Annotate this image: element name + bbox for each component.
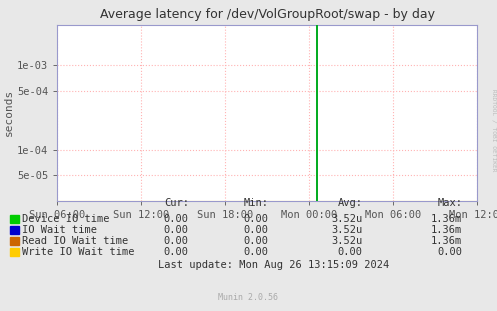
- Text: IO Wait time: IO Wait time: [22, 225, 97, 235]
- Text: 1.36m: 1.36m: [431, 225, 462, 235]
- Text: Munin 2.0.56: Munin 2.0.56: [219, 293, 278, 301]
- Text: Last update: Mon Aug 26 13:15:09 2024: Last update: Mon Aug 26 13:15:09 2024: [158, 260, 389, 270]
- Text: Avg:: Avg:: [338, 198, 363, 208]
- Text: Device IO time: Device IO time: [22, 214, 110, 224]
- Text: Read IO Wait time: Read IO Wait time: [22, 236, 129, 246]
- Text: 3.52u: 3.52u: [331, 214, 363, 224]
- Text: 0.00: 0.00: [437, 247, 462, 257]
- Text: 1.36m: 1.36m: [431, 236, 462, 246]
- Text: Min:: Min:: [244, 198, 268, 208]
- Text: 3.52u: 3.52u: [331, 236, 363, 246]
- Title: Average latency for /dev/VolGroupRoot/swap - by day: Average latency for /dev/VolGroupRoot/sw…: [99, 8, 435, 21]
- Text: 0.00: 0.00: [164, 236, 189, 246]
- Text: 3.52u: 3.52u: [331, 225, 363, 235]
- Text: 0.00: 0.00: [244, 225, 268, 235]
- Text: 0.00: 0.00: [244, 236, 268, 246]
- Text: 1.36m: 1.36m: [431, 214, 462, 224]
- Text: Write IO Wait time: Write IO Wait time: [22, 247, 135, 257]
- Text: 0.00: 0.00: [164, 247, 189, 257]
- Text: 0.00: 0.00: [244, 247, 268, 257]
- Y-axis label: seconds: seconds: [4, 89, 14, 136]
- Text: 0.00: 0.00: [338, 247, 363, 257]
- Text: 0.00: 0.00: [164, 225, 189, 235]
- Text: RRDTOOL / TOBI OETIKER: RRDTOOL / TOBI OETIKER: [491, 89, 496, 172]
- Text: 0.00: 0.00: [244, 214, 268, 224]
- Text: 0.00: 0.00: [164, 214, 189, 224]
- Text: Max:: Max:: [437, 198, 462, 208]
- Text: Cur:: Cur:: [164, 198, 189, 208]
